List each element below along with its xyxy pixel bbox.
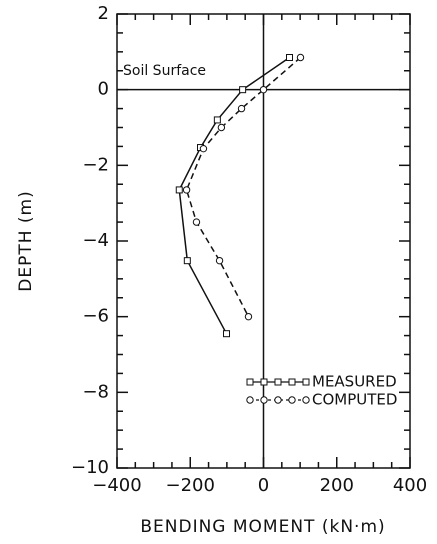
marker xyxy=(260,378,268,386)
marker xyxy=(237,104,246,113)
y-tick-label: 2 xyxy=(98,3,109,24)
marker xyxy=(217,123,226,132)
x-tick-label: 400 xyxy=(393,475,427,496)
series-line xyxy=(178,56,290,335)
marker xyxy=(213,116,221,124)
y-axis-label: DEPTH (m) xyxy=(16,190,36,291)
y-tick-label: −10 xyxy=(71,457,109,478)
marker xyxy=(182,186,191,194)
marker xyxy=(192,218,201,226)
y-tick-label: −4 xyxy=(82,230,109,251)
marker xyxy=(244,312,253,321)
y-tick-label: −2 xyxy=(82,154,109,175)
y-tick-label: −8 xyxy=(82,381,109,402)
legend-label: COMPUTED xyxy=(312,391,397,409)
marker xyxy=(274,378,282,386)
marker xyxy=(288,378,296,386)
annotation: Soil Surface xyxy=(123,63,206,79)
y-tick-label: 0 xyxy=(98,79,109,100)
marker xyxy=(302,396,310,404)
marker xyxy=(246,396,254,404)
marker xyxy=(274,396,282,404)
x-tick-label: −200 xyxy=(166,475,215,496)
series-line xyxy=(185,56,301,318)
y-tick-label: −6 xyxy=(82,306,109,327)
x-tick-label: −400 xyxy=(92,475,141,496)
x-tick-label: 0 xyxy=(258,475,269,496)
marker xyxy=(302,378,310,386)
marker xyxy=(296,53,305,62)
marker xyxy=(175,186,183,194)
marker xyxy=(286,54,294,62)
marker xyxy=(183,257,191,265)
marker xyxy=(215,256,224,265)
marker xyxy=(223,330,231,338)
x-axis-label: BENDING MOMENT (kN·m) xyxy=(140,517,385,537)
legend-label: MEASURED xyxy=(312,373,397,391)
marker xyxy=(239,86,247,94)
marker xyxy=(246,378,254,386)
x-tick-label: 200 xyxy=(320,475,354,496)
marker xyxy=(288,396,296,404)
marker xyxy=(259,85,268,94)
marker xyxy=(199,144,208,153)
marker xyxy=(260,396,268,404)
